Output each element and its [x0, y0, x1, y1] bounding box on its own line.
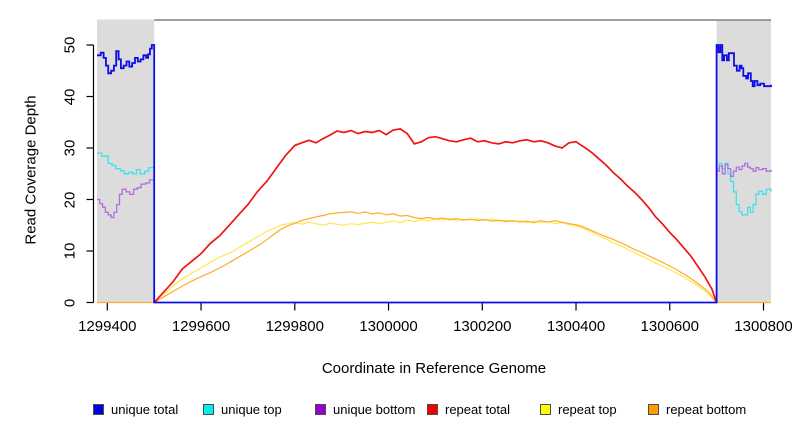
legend-swatch-repeat-bottom: [648, 404, 659, 415]
x-tick-label: 1299800: [265, 318, 324, 335]
x-tick-label: 1300600: [640, 318, 699, 335]
series-repeat-bottom-line: [97, 211, 771, 304]
x-axis-title: Coordinate in Reference Genome: [321, 360, 547, 377]
legend-label: repeat top: [558, 402, 617, 417]
legend-swatch-unique-top: [203, 404, 214, 415]
series-unique-bottom-line: [97, 178, 155, 219]
legend-item-repeat-total: repeat total: [427, 402, 510, 417]
x-tick-label: 1300400: [546, 318, 606, 335]
legend-swatch-unique-bottom: [315, 404, 326, 415]
series-unique-top-line: [97, 152, 155, 175]
legend-swatch-repeat-top: [540, 404, 551, 415]
legend-item-unique-total: unique total: [93, 402, 178, 417]
legend-label: unique total: [111, 402, 179, 417]
series-unique-total-line: [97, 44, 772, 304]
legend-item-unique-bottom: unique bottom: [315, 402, 415, 417]
legend-item-repeat-top: repeat top: [540, 402, 617, 417]
legend-label: unique bottom: [333, 402, 416, 417]
legend-swatch-unique-total: [93, 404, 104, 415]
legend-label: unique top: [221, 402, 282, 417]
series-unique-bottom-line: [716, 162, 772, 177]
x-tick-label: 1299400: [78, 318, 137, 335]
legend-swatch-repeat-total: [427, 404, 438, 415]
series-repeat-total-line: [153, 128, 718, 304]
x-tick-label: 1299600: [171, 318, 231, 335]
legend-label: repeat bottom: [666, 402, 747, 417]
x-tick-label: 1300800: [734, 318, 792, 335]
x-tick-label: 1300200: [453, 318, 512, 335]
shaded-region-right: [716, 19, 771, 303]
shaded-region-left: [97, 19, 155, 303]
legend-label: repeat total: [445, 402, 511, 417]
legend-item-repeat-bottom: repeat bottom: [648, 402, 746, 417]
x-tick-label: 1300000: [359, 318, 418, 335]
legend-item-unique-top: unique top: [203, 402, 282, 417]
